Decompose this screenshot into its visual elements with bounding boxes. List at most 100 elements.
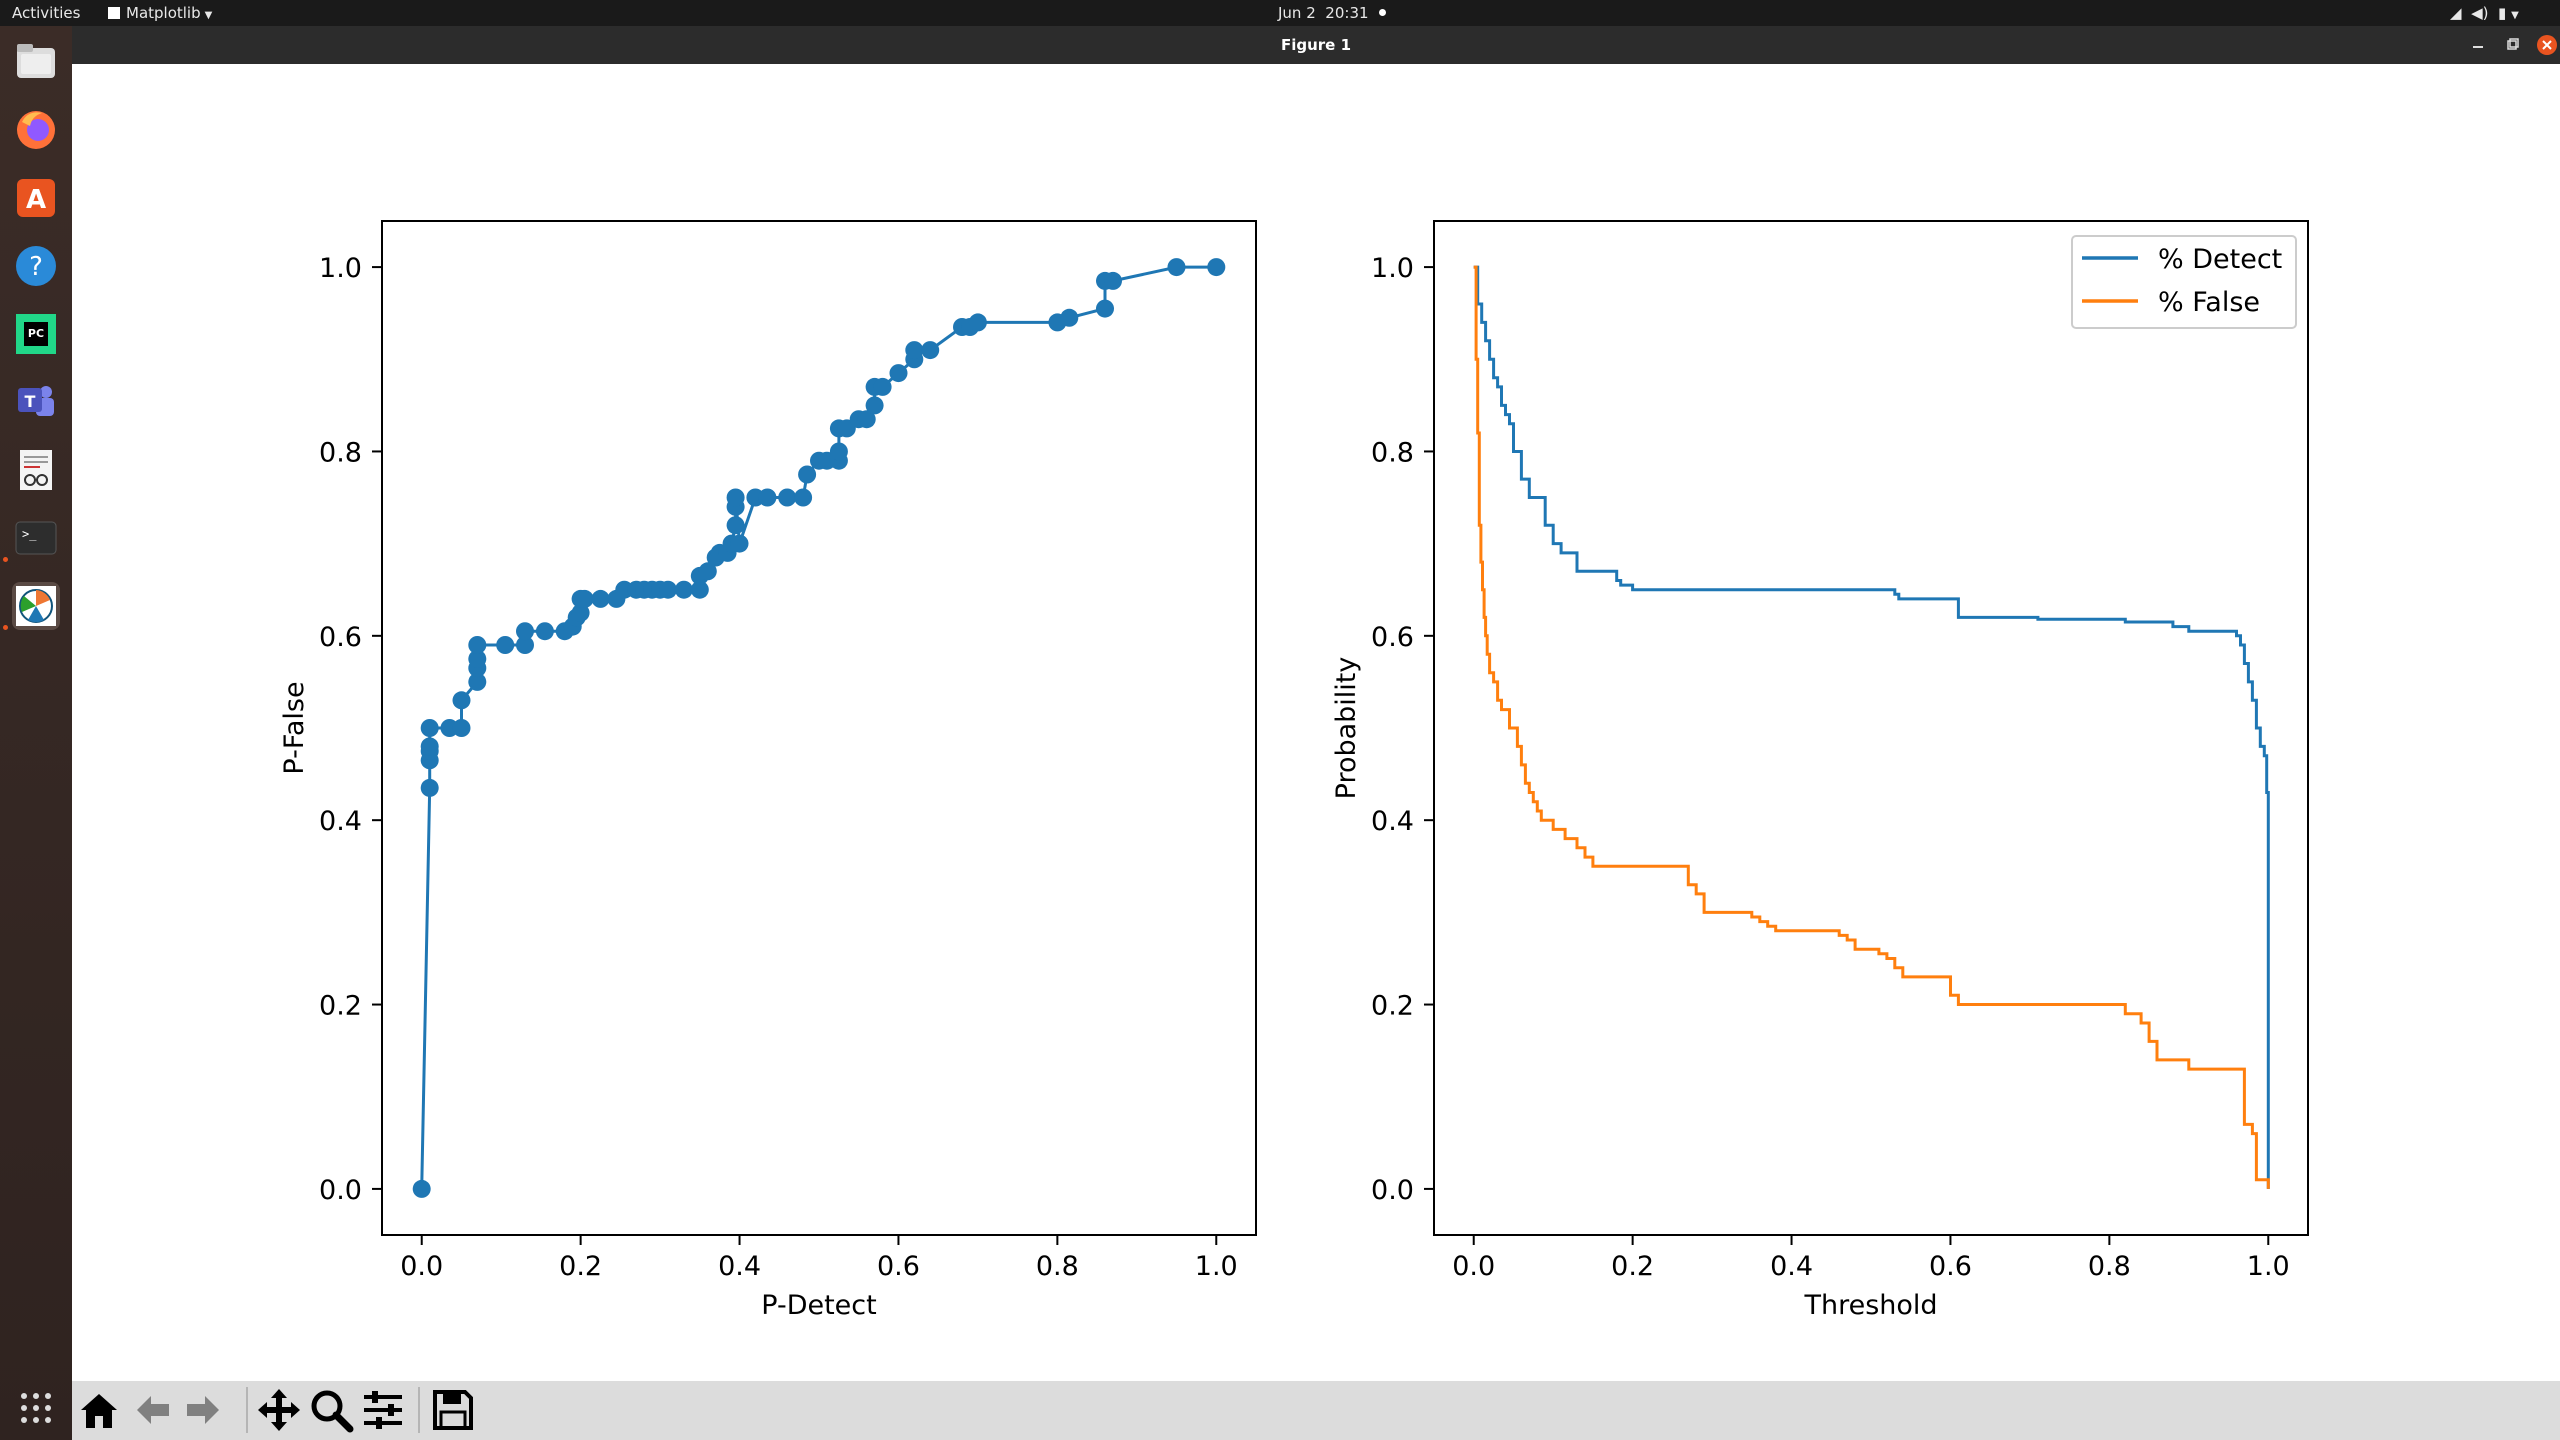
activities-button[interactable]: Activities <box>12 4 81 22</box>
y-tick-label: 1.0 <box>319 253 362 284</box>
window-titlebar[interactable]: Figure 1 <box>72 26 2560 64</box>
files-launcher[interactable] <box>12 38 60 86</box>
back-icon <box>137 1396 169 1424</box>
data-point <box>468 649 487 668</box>
app-menu[interactable]: Matplotlib ▼ <box>108 4 212 22</box>
x-tick-label: 0.0 <box>400 1251 443 1282</box>
back-button[interactable] <box>128 1385 178 1435</box>
maximize-button[interactable] <box>2502 34 2522 54</box>
forward-icon <box>187 1396 219 1424</box>
left-axes-frame <box>381 220 1257 1236</box>
minimize-button[interactable] <box>2468 34 2488 54</box>
data-point <box>873 377 892 396</box>
right-plot-marks <box>1473 265 2270 1189</box>
terminal-launcher[interactable]: >_ <box>12 514 60 562</box>
data-point <box>726 488 745 507</box>
software-center-icon: A <box>17 179 55 217</box>
data-point <box>659 580 677 599</box>
data-point <box>420 778 439 797</box>
data-point <box>857 410 876 429</box>
matplotlib-toolbar <box>72 1381 2560 1440</box>
y-tick-label: 1.0 <box>1371 253 1414 284</box>
show-apps-button[interactable] <box>12 1384 60 1432</box>
data-point <box>575 589 594 608</box>
matplotlib-launcher[interactable] <box>12 582 60 630</box>
configure-subplots-icon <box>364 1391 402 1429</box>
data-point <box>516 622 534 641</box>
firefox-launcher[interactable] <box>12 106 60 154</box>
right-ylabel: Probability <box>1331 657 1362 800</box>
matplotlib-icon <box>16 586 56 626</box>
svg-text:T: T <box>25 392 36 411</box>
zoom-button[interactable] <box>306 1385 356 1435</box>
x-tick-label: 0.2 <box>559 1251 602 1282</box>
data-point <box>829 442 848 461</box>
running-indicator <box>3 557 8 562</box>
y-tick-label: 0.2 <box>1371 991 1414 1022</box>
terminal-icon: >_ <box>15 521 57 555</box>
data-point <box>798 465 817 484</box>
x-tick-label: 0.8 <box>1036 1251 1079 1282</box>
pycharm-icon: PC <box>16 314 56 354</box>
save-button[interactable] <box>428 1385 478 1435</box>
clock-date: Jun 2 <box>1278 4 1316 22</box>
teams-launcher[interactable]: T <box>12 378 60 426</box>
document-viewer-launcher[interactable] <box>12 446 60 494</box>
forward-button[interactable] <box>178 1385 228 1435</box>
toolbar-separator <box>246 1387 248 1433</box>
data-point <box>794 488 813 507</box>
x-tick-label: 0.8 <box>2088 1251 2131 1282</box>
pan-button[interactable] <box>254 1385 304 1435</box>
right-axes-frame <box>1433 220 2309 1236</box>
left-axes[interactable]: 0.0 0.2 0.4 0.6 0.8 1.0 0.0 0.2 0.4 0.6 0.8 1.0 P-D… <box>279 220 1257 1321</box>
data-point <box>1096 299 1114 318</box>
x-tick-label: 0.4 <box>718 1251 761 1282</box>
right-axes[interactable]: 0.0 0.2 0.4 0.6 0.8 1.0 0.0 0.2 0.4 0.6 0.8 1.0 Thr… <box>1331 220 2309 1321</box>
matplotlib-small-icon <box>108 7 120 19</box>
configure-subplots-button[interactable] <box>358 1385 408 1435</box>
notification-dot-icon <box>1378 9 1386 16</box>
legend-label-false: % False <box>2158 287 2260 318</box>
firefox-icon <box>17 111 55 149</box>
x-tick-label: 0.6 <box>877 1251 920 1282</box>
svg-text:>_: >_ <box>22 527 37 541</box>
running-indicator <box>3 625 8 630</box>
svg-text:A: A <box>26 185 46 215</box>
left-axes-ticks: 0.0 0.2 0.4 0.6 0.8 1.0 0.0 0.2 0.4 0.6 0.8 1.0 <box>319 253 1238 1282</box>
pycharm-launcher[interactable]: PC <box>12 310 60 358</box>
data-point <box>516 636 534 654</box>
data-point <box>865 396 884 415</box>
x-tick-label: 0.2 <box>1611 1251 1654 1282</box>
left-xlabel: P-Detect <box>761 1290 876 1321</box>
data-point <box>496 636 515 654</box>
clock[interactable]: Jun 2 20:31 <box>1278 4 1386 22</box>
close-icon <box>2537 35 2557 55</box>
volume-icon: ◀) <box>2471 4 2489 22</box>
series-line <box>420 265 1217 1189</box>
data-point <box>1060 308 1079 327</box>
help-launcher[interactable]: ? <box>12 242 60 290</box>
close-button[interactable] <box>2536 34 2558 56</box>
y-tick-label: 0.8 <box>1371 437 1414 468</box>
data-point <box>1167 258 1186 277</box>
files-icon <box>17 44 55 78</box>
data-point <box>778 488 797 507</box>
x-tick-label: 1.0 <box>1195 1251 1238 1282</box>
data-point <box>889 364 908 383</box>
system-tray[interactable]: ◢ ◀) ▮ ▼ <box>2450 4 2519 22</box>
software-center-launcher[interactable]: A <box>12 174 60 222</box>
battery-icon: ▮ <box>2498 4 2507 22</box>
teams-icon: T <box>18 386 54 416</box>
dock: A ? PC T >_ <box>0 26 72 1440</box>
data-point <box>452 691 471 710</box>
window-title: Figure 1 <box>1280 36 1352 54</box>
x-tick-label: 1.0 <box>2247 1251 2290 1282</box>
toolbar-separator <box>418 1387 420 1433</box>
right-xlabel: Threshold <box>1803 1290 1937 1321</box>
home-button[interactable] <box>74 1385 124 1435</box>
data-point <box>452 719 471 737</box>
restore-icon <box>2507 38 2519 50</box>
y-tick-label: 0.0 <box>319 1175 362 1206</box>
chevron-down-icon: ▼ <box>204 10 213 21</box>
data-point <box>571 603 590 622</box>
